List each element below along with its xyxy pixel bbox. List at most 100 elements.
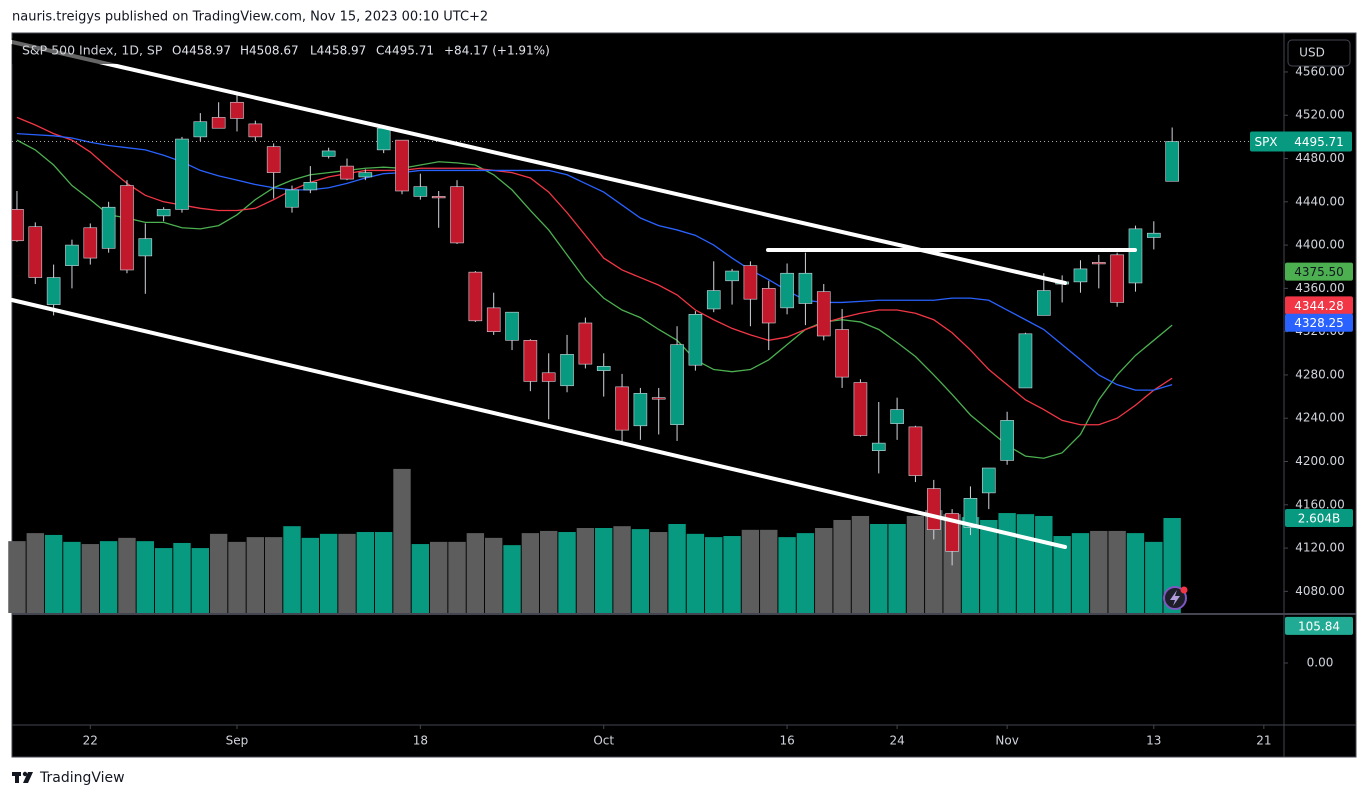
candle-body [633, 393, 648, 427]
x-tick-label: Nov [995, 734, 1018, 748]
candle-body [1110, 254, 1124, 303]
candle-body [688, 314, 703, 366]
volume-tag-label: 2.604B [1298, 512, 1341, 526]
volume-bar [393, 468, 411, 613]
volume-bar [1145, 541, 1163, 613]
y-tick-label: 4200.00 [1295, 454, 1345, 468]
candle-body [65, 244, 79, 266]
candle-body [890, 409, 904, 424]
moving-average [16, 139, 1173, 459]
logo-text: TradingView [39, 770, 125, 786]
ma-tag [1285, 296, 1353, 315]
candle-body [1000, 420, 1014, 461]
candle-body [28, 226, 43, 278]
candle-body [266, 146, 281, 173]
candle-body [1092, 262, 1106, 265]
candle-body [431, 196, 446, 199]
candle-body [1073, 268, 1088, 283]
volume-bar [228, 541, 246, 613]
x-tick-label: Oct [593, 734, 614, 748]
trend-line [10, 298, 1067, 549]
candle-body [156, 209, 171, 217]
y-tick-label: 4280.00 [1295, 367, 1345, 381]
volume-bar [8, 541, 26, 613]
volume-bar [1126, 533, 1145, 613]
y-tick-label: 4160.00 [1295, 497, 1345, 511]
x-tick-label: 22 [83, 734, 98, 748]
ohlc-low: L4458.97 [310, 44, 366, 58]
candle-body [340, 165, 354, 180]
y-tick-label: 4240.00 [1295, 411, 1345, 425]
alert-icon[interactable] [1163, 586, 1188, 610]
volume-bar [503, 545, 521, 613]
volume-bar [356, 532, 375, 613]
volume-bar [576, 528, 595, 613]
candle-body [706, 290, 721, 310]
volume-bar [980, 519, 998, 613]
candle-body [541, 372, 556, 382]
candle-body [981, 467, 996, 494]
volume-bar [63, 541, 81, 613]
candle-body [230, 101, 244, 119]
price-tags: 4375.50 4344.28 4328.25 SPX 4495.71 2.604B 105… [1250, 131, 1353, 635]
candle-body [120, 185, 134, 271]
trend-lines [10, 40, 1137, 549]
y-tick-label: 4520.00 [1295, 108, 1345, 122]
ohlc-change: +84.17 (+1.91%) [444, 44, 550, 58]
volume-bar [1090, 530, 1108, 613]
volume-bar [484, 537, 503, 613]
candle-body [468, 271, 483, 322]
y-tick-label: 4120.00 [1295, 541, 1345, 555]
volume-bar [411, 544, 430, 613]
candle-body [248, 123, 263, 138]
candle-body [1036, 290, 1051, 316]
candle-body [835, 329, 849, 378]
currency-button[interactable] [1287, 39, 1351, 67]
oscillator-tag-label: 105.84 [1298, 619, 1340, 633]
volume-bar [466, 533, 485, 613]
candle-body [523, 340, 538, 382]
volume-bar [760, 529, 778, 613]
candles [12, 91, 1179, 566]
legend-bg [12, 38, 552, 64]
candle-body [303, 182, 318, 191]
volume-bar [1108, 530, 1126, 613]
ohlc-open: O4458.97 [172, 44, 231, 58]
symbol: S&P 500 Index, 1D, SP [22, 43, 163, 58]
volume-bar [851, 515, 870, 613]
last-price-tag [1250, 131, 1352, 152]
volume-bar [668, 523, 686, 613]
y-tick-label: 4440.00 [1295, 194, 1345, 208]
ohlc-close: C4495.71 [376, 44, 434, 58]
volume-bar [521, 533, 540, 613]
candle-body [486, 307, 501, 332]
moving-average [16, 116, 1173, 426]
x-tick-label: Sep [226, 734, 249, 748]
volume-bar [429, 541, 448, 613]
candle-body [395, 139, 409, 192]
volume-bar [154, 548, 173, 613]
y-tick-label: 4560.00 [1295, 64, 1345, 78]
candle-body [211, 117, 226, 129]
candle-body [101, 206, 116, 249]
candle-body [376, 127, 391, 151]
candle-body [413, 186, 428, 197]
candle-body [963, 497, 978, 528]
volume-bar [246, 537, 265, 613]
candle-body [578, 322, 593, 365]
volume-bar [723, 536, 741, 613]
candle-body [871, 442, 886, 451]
x-tick-label: 21 [1256, 734, 1271, 748]
candle-body [83, 227, 98, 259]
volume-bar [1053, 536, 1071, 613]
candle-body [1018, 333, 1033, 389]
x-tick-label: 13 [1146, 734, 1161, 748]
candle-body [615, 386, 629, 431]
candle-body [926, 488, 941, 530]
x-tick-label: 24 [889, 734, 904, 748]
candle-body [505, 311, 519, 341]
volume-bar [191, 548, 210, 613]
volume-bar [99, 541, 118, 613]
ma-tag [1285, 262, 1353, 281]
currency[interactable]: USD [1299, 46, 1325, 60]
